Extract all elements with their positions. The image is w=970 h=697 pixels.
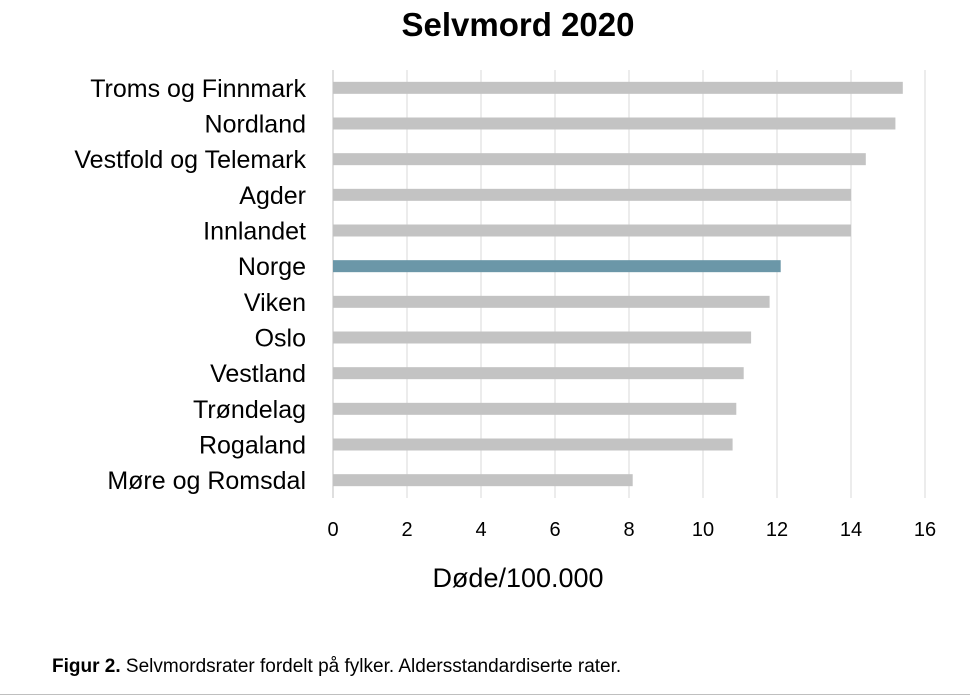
category-label: Rogaland — [199, 432, 306, 460]
bar — [333, 188, 851, 201]
bar — [333, 153, 866, 166]
bars — [333, 81, 903, 487]
category-label: Agder — [239, 182, 306, 210]
bar — [333, 367, 744, 380]
category-label: Innlandet — [203, 218, 306, 246]
x-tick-label: 12 — [766, 519, 788, 541]
category-label: Norge — [238, 253, 306, 281]
category-label: Troms og Finnmark — [90, 75, 306, 103]
bar — [333, 402, 737, 415]
caption-label: Figur 2. — [52, 656, 121, 677]
x-tick-label: 0 — [327, 519, 338, 541]
x-tick-label: 2 — [401, 519, 412, 541]
x-tick-label: 14 — [840, 519, 862, 541]
figure-caption: Figur 2. Selvmordsrater fordelt på fylke… — [52, 656, 621, 678]
bar — [333, 117, 896, 130]
category-label: Møre og Romsdal — [107, 467, 306, 495]
x-tick-label: 4 — [475, 519, 486, 541]
x-tick-labels: 0 2 4 6 8 10 12 14 16 — [327, 519, 936, 541]
bar — [333, 474, 633, 487]
category-label: Trøndelag — [193, 396, 306, 424]
x-tick-label: 6 — [549, 519, 560, 541]
bar — [333, 295, 770, 308]
x-tick-label: 16 — [914, 519, 936, 541]
bottom-divider — [0, 694, 970, 695]
gridlines — [332, 70, 926, 498]
bar — [333, 331, 752, 344]
bar — [333, 81, 903, 94]
bar — [333, 224, 851, 237]
chart-title: Selvmord 2020 — [402, 6, 635, 43]
bar — [333, 260, 781, 273]
category-label: Vestfold og Telemark — [74, 146, 306, 174]
category-label: Oslo — [255, 325, 306, 353]
category-label: Nordland — [205, 111, 306, 139]
x-tick-label: 10 — [692, 519, 714, 541]
x-tick-label: 8 — [623, 519, 634, 541]
category-label: Viken — [244, 289, 306, 317]
category-labels: Troms og Finnmark Nordland Vestfold og Tel… — [74, 75, 306, 495]
caption-text: Selvmordsrater fordelt på fylker. Alders… — [120, 656, 622, 677]
category-label: Vestland — [210, 360, 306, 388]
bar — [333, 438, 733, 451]
x-axis-title: Døde/100.000 — [432, 563, 603, 593]
